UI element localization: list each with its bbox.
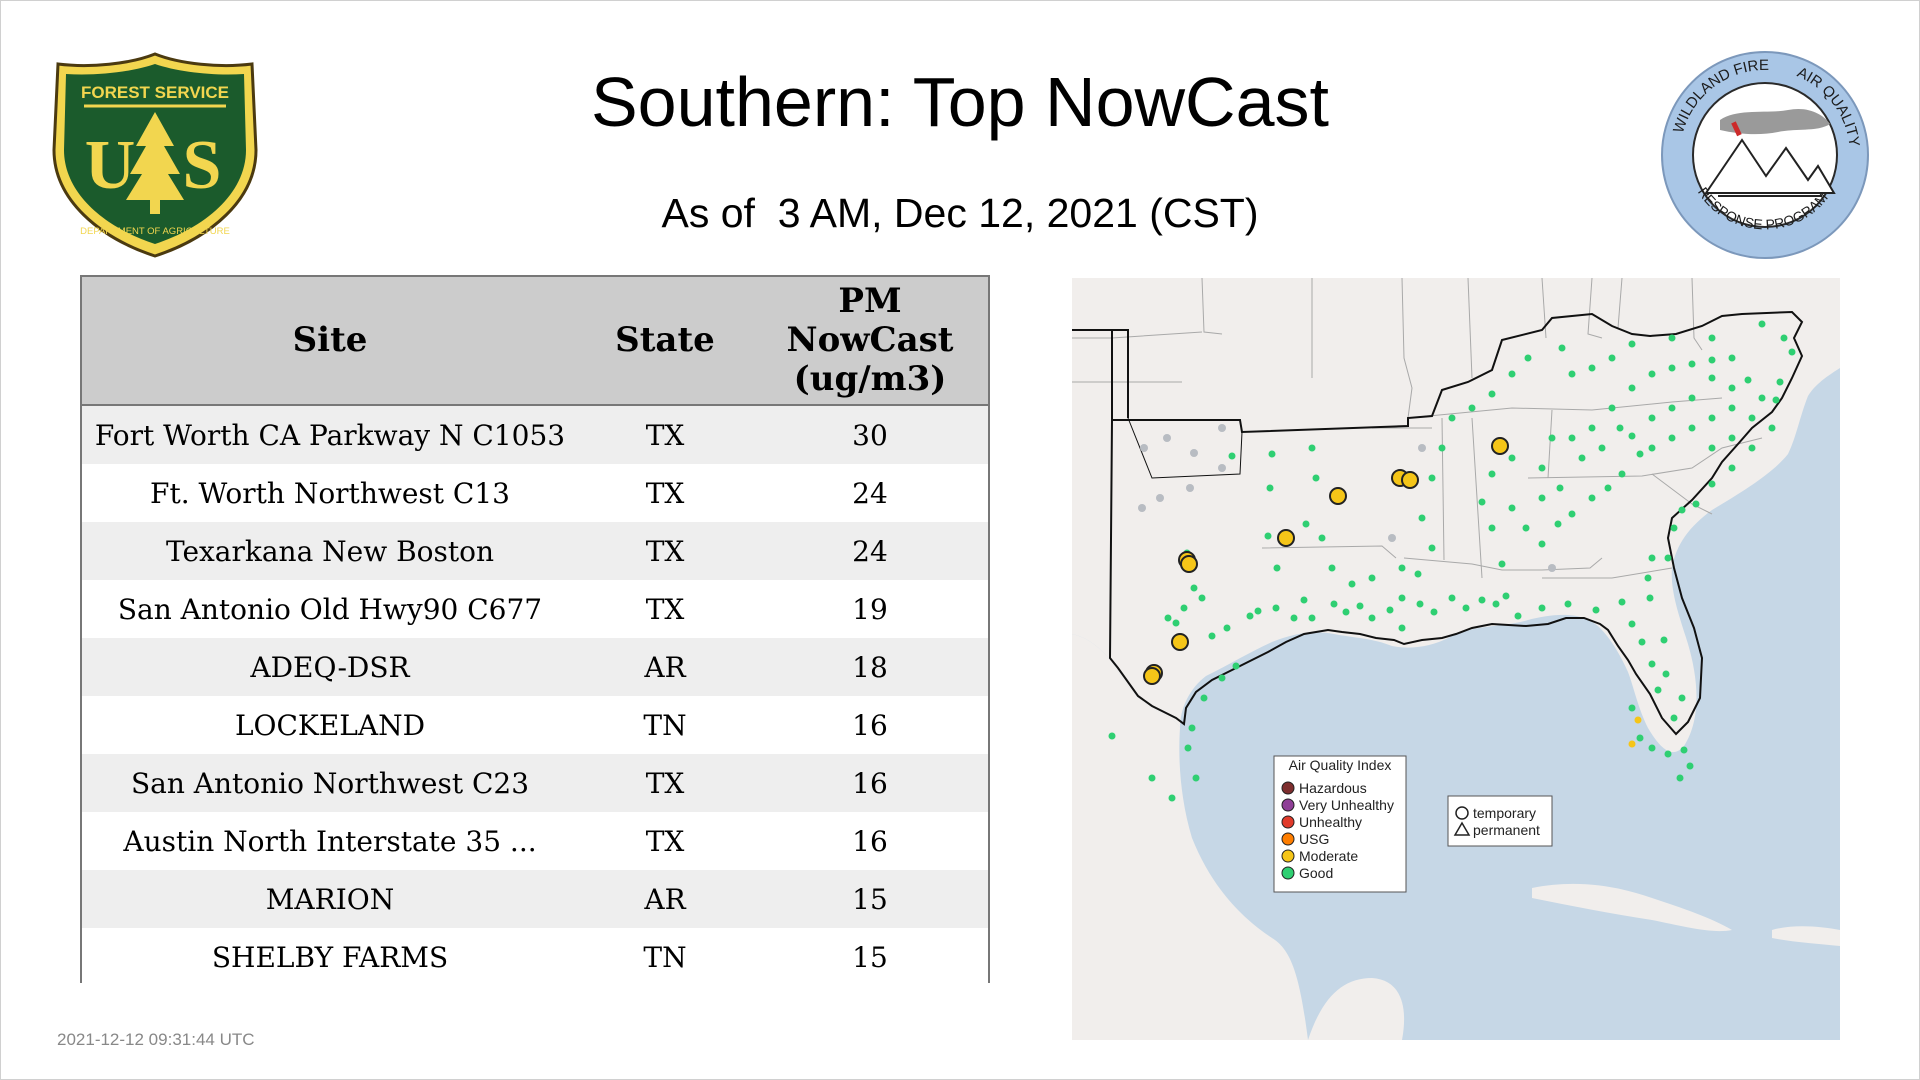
cell-value: 24: [752, 522, 988, 580]
map-region-outline: [1108, 310, 1804, 736]
map-mexico-land: [1072, 634, 1308, 1040]
table-row: SHELBY FARMS TN 15: [82, 928, 988, 986]
table-row: ADEQ-DSR AR 18: [82, 638, 988, 696]
cell-value: 16: [752, 696, 988, 754]
map-markers-moderate-small: [1628, 716, 1642, 748]
map-cuba-land: [1532, 883, 1732, 932]
aqi-legend-item-moderate: Moderate: [1281, 848, 1358, 864]
table-row: San Antonio Northwest C23 TX 16: [82, 754, 988, 812]
cell-state: TN: [578, 696, 752, 754]
cell-site: MARION: [82, 870, 578, 928]
cell-site: San Antonio Old Hwy90 C677: [82, 580, 578, 638]
circle-icon: [1455, 806, 1469, 820]
cell-state: TX: [578, 405, 752, 464]
map-markers-nodata: [1138, 424, 1556, 572]
map-island-land: [1772, 926, 1840, 946]
cell-site: San Antonio Northwest C23: [82, 754, 578, 812]
cell-site: Ft. Worth Northwest C13: [82, 464, 578, 522]
triangle-icon: [1453, 821, 1471, 836]
svg-text:USG: USG: [1299, 831, 1329, 847]
svg-text:Good: Good: [1299, 865, 1333, 881]
page-subtitle: As of 3 AM, Dec 12, 2021 (CST): [661, 190, 1259, 236]
logo-letter-u: U: [85, 127, 136, 204]
shape-legend-permanent: permanent: [1473, 822, 1540, 838]
air-quality-map: Air Quality Index Hazardous Very Unhealt…: [1072, 278, 1840, 1040]
table-row: San Antonio Old Hwy90 C677 TX 19: [82, 580, 988, 638]
aqi-legend-item-unhealthy: Unhealthy: [1281, 814, 1362, 830]
aqi-legend-item-usg: USG: [1281, 831, 1329, 847]
cell-state: AR: [578, 870, 752, 928]
fire-icon: [1731, 121, 1742, 137]
cell-state: TN: [578, 928, 752, 986]
aqi-legend: Air Quality Index Hazardous Very Unhealt…: [1273, 755, 1407, 893]
aqi-legend-title: Air Quality Index: [1289, 757, 1392, 773]
cell-site: LOCKELAND: [82, 696, 578, 754]
cell-site: Texarkana New Boston: [82, 522, 578, 580]
column-header-pm: PM NowCast (ug/m3): [752, 277, 988, 406]
table-row: Texarkana New Boston TX 24: [82, 522, 988, 580]
table-row: Ft. Worth Northwest C13 TX 24: [82, 464, 988, 522]
cell-value: 24: [752, 464, 988, 522]
table-row: LOCKELAND TN 16: [82, 696, 988, 754]
svg-text:Moderate: Moderate: [1299, 848, 1358, 864]
cell-value: 30: [752, 405, 988, 464]
cell-site: SHELBY FARMS: [82, 928, 578, 986]
cell-value: 16: [752, 754, 988, 812]
svg-text:Very Unhealthy: Very Unhealthy: [1299, 797, 1394, 813]
cell-value: 15: [752, 870, 988, 928]
wildland-fire-aq-logo: WILDLAND FIRE AIR QUALITY RESPONSE PROGR…: [1661, 51, 1869, 259]
aqi-legend-item-good: Good: [1281, 865, 1333, 881]
cell-state: TX: [578, 522, 752, 580]
pine-tree-icon: [126, 112, 184, 200]
table-row: Austin North Interstate 35 ... TX 16: [82, 812, 988, 870]
logo-forest-service-text: FOREST SERVICE: [81, 83, 229, 102]
column-header-pm-line1: PM: [838, 280, 902, 321]
cell-value: 15: [752, 928, 988, 986]
cell-state: AR: [578, 638, 752, 696]
svg-text:Unhealthy: Unhealthy: [1299, 814, 1362, 830]
map-markers-moderate: [1143, 437, 1509, 685]
table-header-row: Site State PM NowCast (ug/m3): [82, 277, 988, 406]
cell-value: 18: [752, 638, 988, 696]
aqi-legend-item-very-unhealthy: Very Unhealthy: [1281, 797, 1394, 813]
aqi-legend-item-hazardous: Hazardous: [1281, 780, 1367, 796]
cell-state: TX: [578, 580, 752, 638]
column-header-state: State: [578, 277, 752, 406]
logo-letter-s: S: [183, 127, 222, 204]
svg-text:Hazardous: Hazardous: [1299, 780, 1367, 796]
forest-service-logo: FOREST SERVICE U S DEPARTMENT OF AGRICUL…: [52, 52, 258, 258]
map-markers-good: [1108, 320, 1796, 802]
cell-site: Fort Worth CA Parkway N C1053: [82, 405, 578, 464]
column-header-site: Site: [82, 277, 578, 406]
table-row: MARION AR 15: [82, 870, 988, 928]
map-us-land: [1072, 278, 1840, 753]
cell-state: TX: [578, 754, 752, 812]
map-yucatan-land: [1308, 978, 1405, 1040]
cell-site: ADEQ-DSR: [82, 638, 578, 696]
shape-legend-temporary: temporary: [1473, 805, 1536, 821]
cell-site: Austin North Interstate 35 ...: [82, 812, 578, 870]
cell-state: TX: [578, 464, 752, 522]
shape-legend: temporary permanent: [1447, 795, 1553, 847]
column-header-pm-line3: (ug/m3): [793, 359, 947, 400]
generated-timestamp: 2021-12-12 09:31:44 UTC: [57, 1030, 255, 1049]
column-header-pm-line2: NowCast: [786, 319, 954, 360]
logo-department-text: DEPARTMENT OF AGRICULTURE: [80, 226, 230, 237]
cell-value: 16: [752, 812, 988, 870]
page-title: Southern: Top NowCast: [590, 63, 1329, 141]
smoke-icon: [1720, 108, 1830, 135]
cell-state: TX: [578, 812, 752, 870]
mountains-icon: [1704, 138, 1836, 194]
nowcast-table: Site State PM NowCast (ug/m3) Fort Worth…: [80, 275, 990, 986]
table-row: Fort Worth CA Parkway N C1053 TX 30: [82, 405, 988, 464]
cell-value: 19: [752, 580, 988, 638]
